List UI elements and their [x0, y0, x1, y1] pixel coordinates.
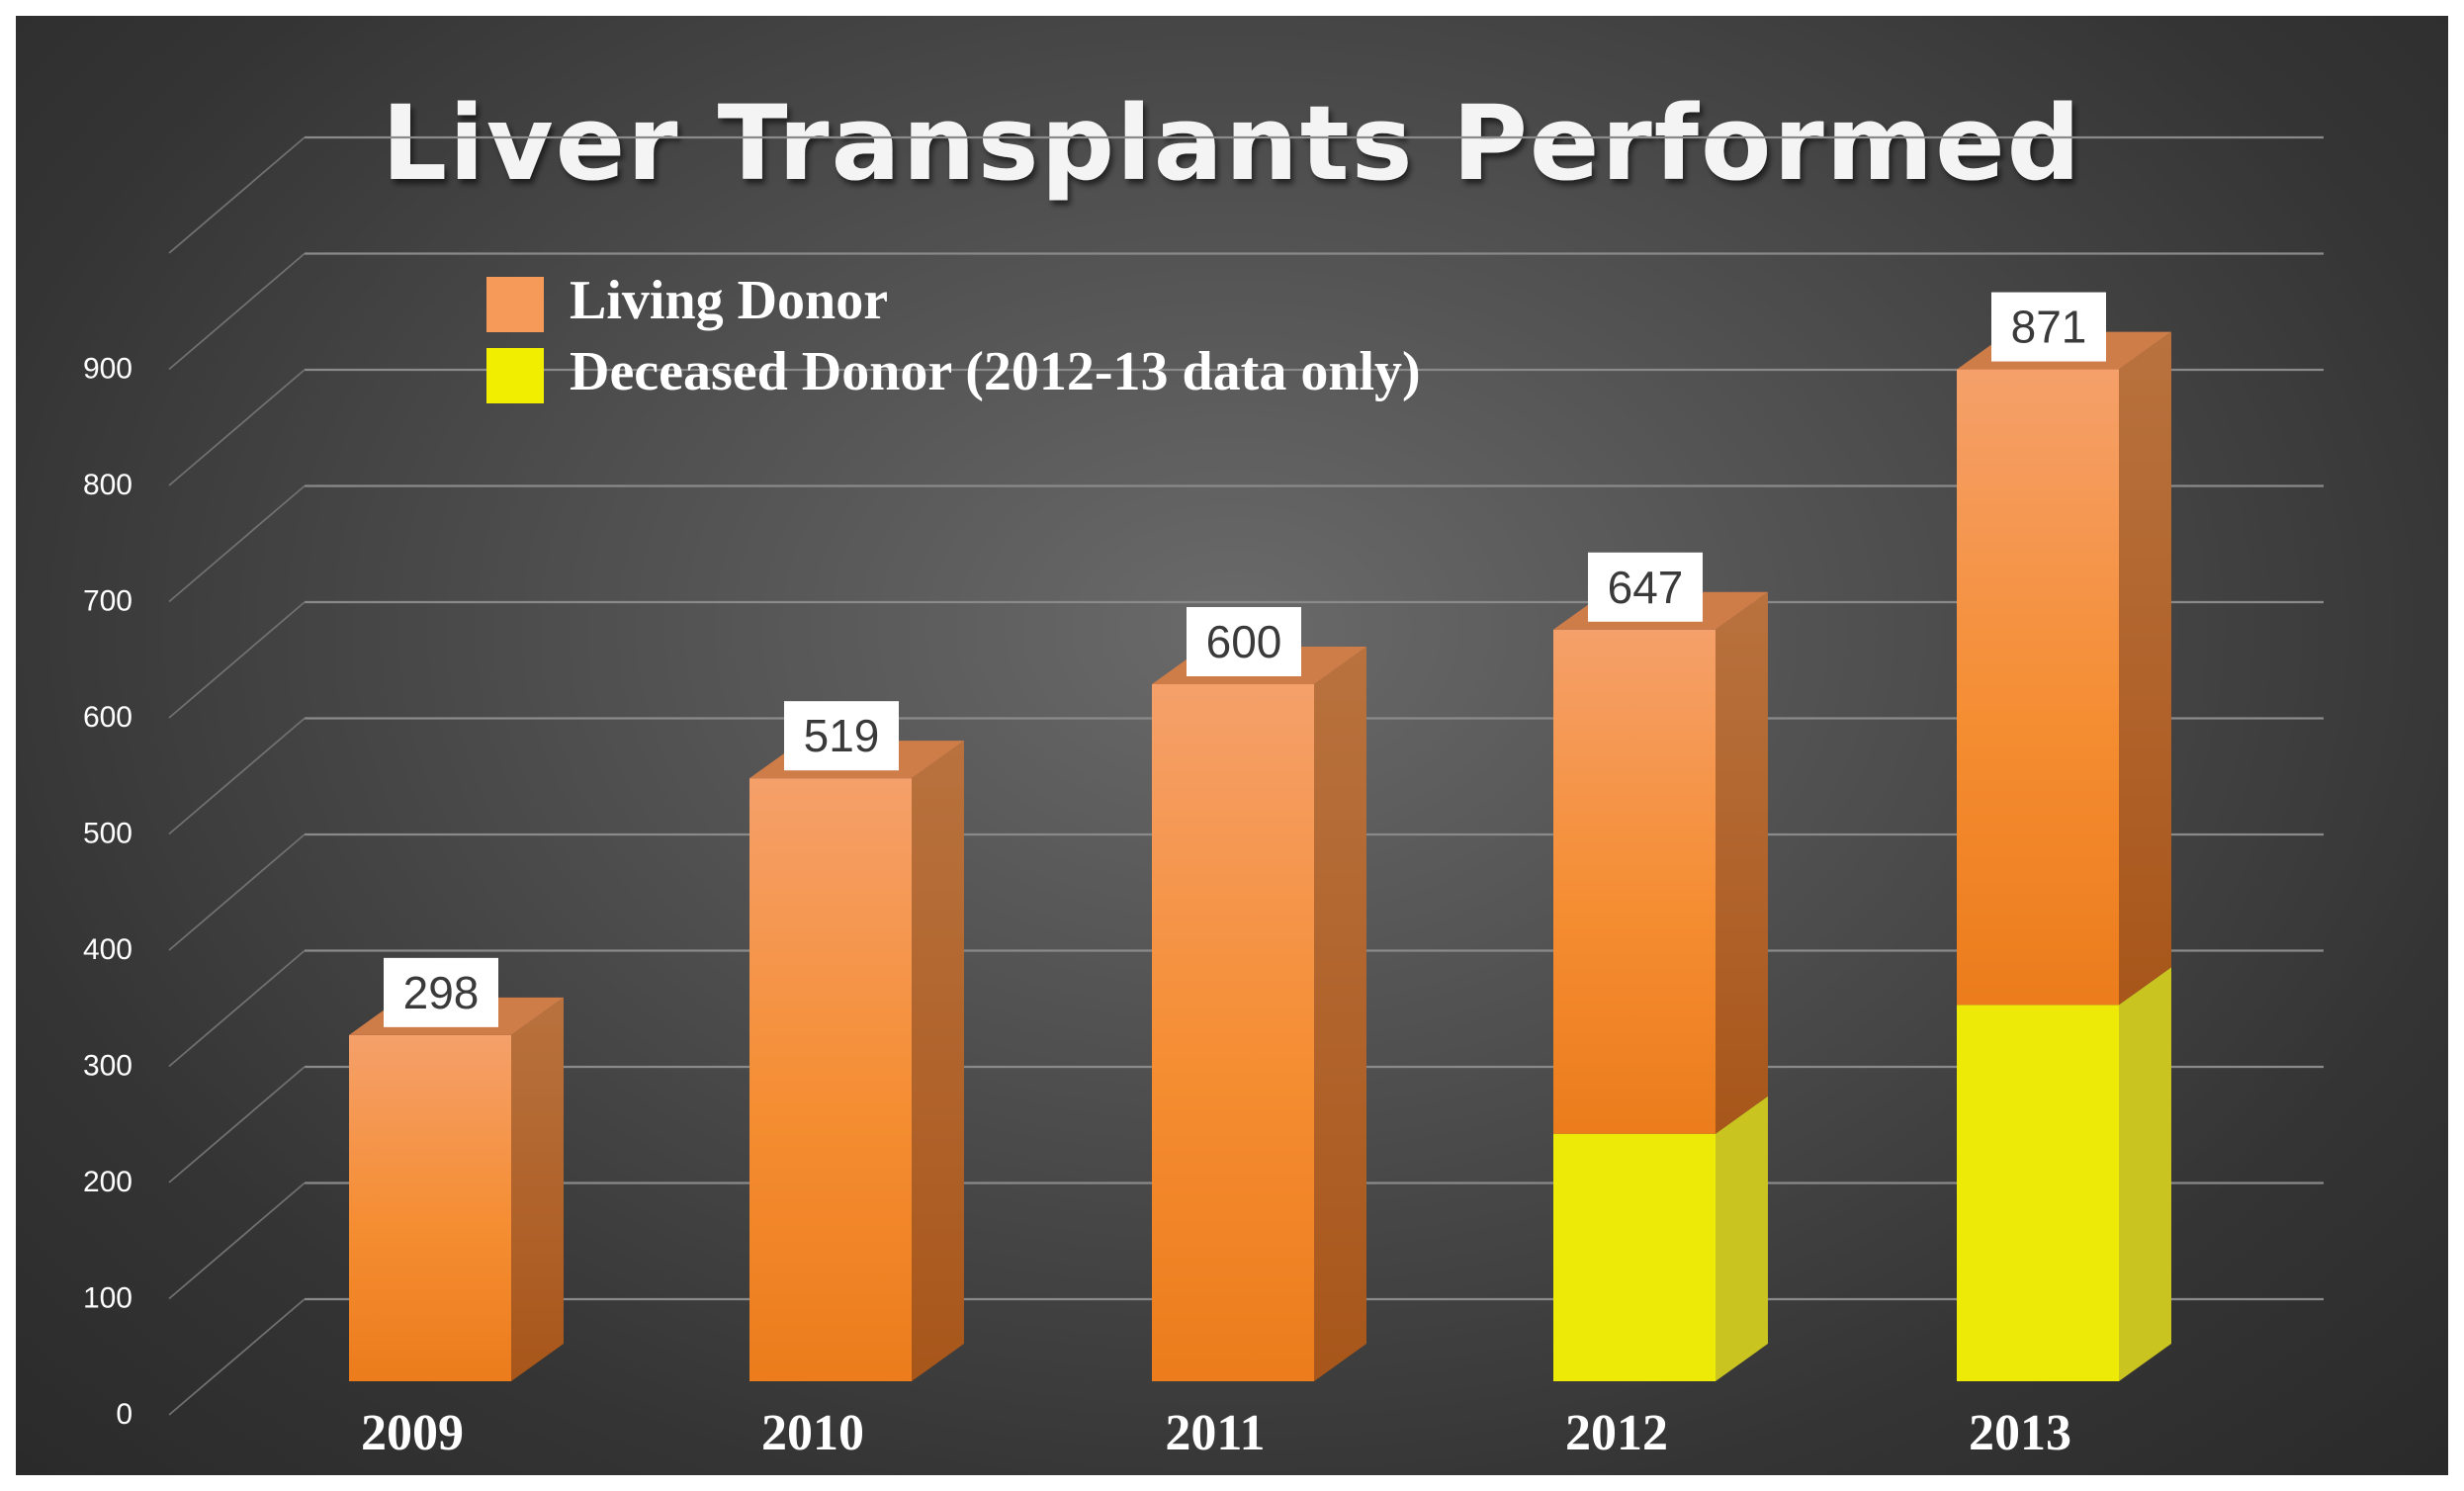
legend-label-deceased-donor: Deceased Donor (2012-13 data only): [570, 341, 1421, 402]
gridline-depth: [168, 601, 306, 719]
x-tick-label: 2010: [761, 1405, 864, 1461]
y-tick-label: 700: [83, 585, 132, 618]
y-tick-label: 300: [83, 1050, 132, 1083]
gridline-depth: [168, 717, 306, 835]
chart-title: Liver Transplants Performed: [382, 83, 2082, 204]
data-label-2013: 871: [2011, 302, 2087, 353]
legend-swatch-deceased-donor: [486, 348, 544, 403]
gridline-depth: [168, 136, 306, 254]
gridline-depth: [168, 252, 306, 371]
y-tick-label: 200: [83, 1166, 132, 1198]
y-tick-label: 900: [83, 353, 132, 386]
bar-living-2013: [1957, 369, 2119, 1006]
gridline-depth: [168, 1298, 306, 1416]
gridline-depth: [168, 484, 306, 603]
gridline-depth: [168, 833, 306, 951]
x-tick-label: 2009: [361, 1405, 464, 1461]
bar-living-2009: [349, 1034, 511, 1381]
legend-label-living-donor: Living Donor: [570, 270, 888, 331]
data-label-box-2010: [784, 701, 899, 771]
bar-living-2011: [1152, 684, 1314, 1381]
bar-side-living-2011: [1314, 647, 1366, 1381]
chart-area: Liver Transplants Performed 0 100 200 300 40…: [83, 83, 2324, 1461]
gridline-depth: [168, 369, 306, 486]
gridline-depth: [168, 949, 306, 1068]
data-label-2010: 519: [804, 710, 880, 761]
x-tick-label: 2011: [1165, 1405, 1265, 1461]
gridline-depth: [168, 1182, 306, 1300]
legend: Living Donor Deceased Donor (2012-13 dat…: [486, 270, 1421, 403]
data-label-box-2011: [1187, 607, 1301, 676]
data-label-box-2013: [1991, 292, 2106, 362]
bar-side-living-2013: [2119, 331, 2171, 1006]
y-tick-label: 400: [83, 933, 132, 966]
x-tick-label: 2012: [1565, 1405, 1668, 1461]
bar-side-living-2012: [1716, 591, 1768, 1134]
bar-side-living-2010: [912, 741, 964, 1381]
y-tick-label: 600: [83, 701, 132, 734]
chart-background: Liver Transplants Performed 0 100 200 300 40…: [16, 16, 2448, 1475]
data-label-2012: 647: [1608, 562, 1684, 613]
bar-living-2012: [1553, 629, 1716, 1134]
bar-side-deceased-2012: [1716, 1096, 1768, 1381]
bar-side-living-2009: [511, 997, 564, 1381]
legend-swatch-living-donor: [486, 277, 544, 332]
gridline-depth: [168, 1066, 306, 1184]
bar-living-2010: [749, 778, 912, 1381]
bar-deceased-2012: [1553, 1133, 1716, 1381]
data-label-2009: 298: [403, 967, 480, 1018]
data-label-box-2009: [384, 957, 498, 1027]
x-tick-label: 2013: [1969, 1405, 2071, 1461]
y-tick-label: 0: [116, 1398, 132, 1431]
bar-deceased-2013: [1957, 1005, 2119, 1381]
data-label-2011: 600: [1206, 616, 1282, 667]
data-label-box-2012: [1588, 552, 1703, 622]
y-tick-label: 500: [83, 818, 132, 850]
y-tick-label: 100: [83, 1282, 132, 1315]
bar-side-deceased-2013: [2119, 967, 2171, 1381]
y-tick-label: 800: [83, 469, 132, 501]
